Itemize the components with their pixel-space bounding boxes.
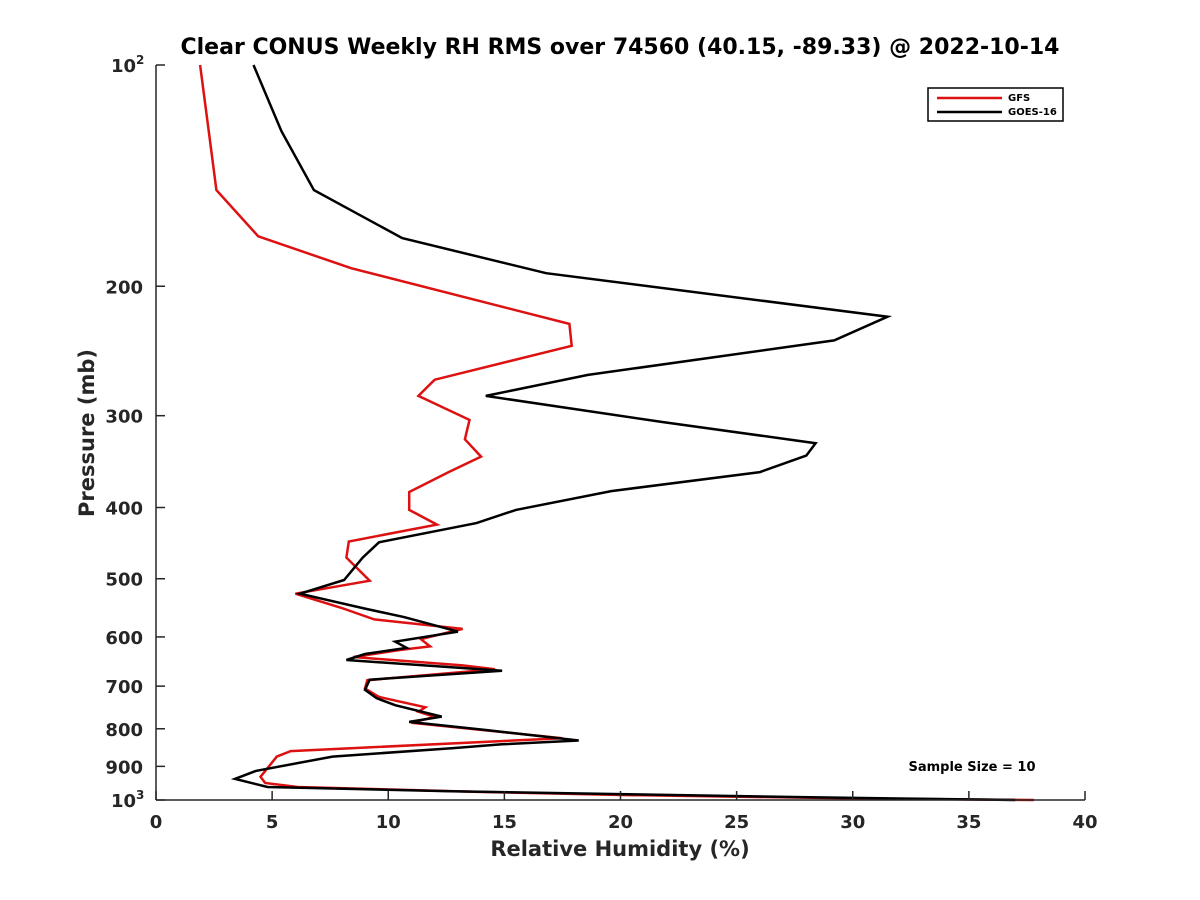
y-tick-label: 600 <box>105 628 143 649</box>
x-tick-label: 5 <box>266 812 279 833</box>
x-tick-label: 25 <box>724 812 749 833</box>
y-tick-label-exponent: 3 <box>136 788 144 802</box>
x-tick-label: 40 <box>1072 812 1097 833</box>
legend-box <box>927 87 1064 122</box>
y-tick-label-exponent: 2 <box>136 53 144 67</box>
x-axis-label: Relative Humidity (%) <box>490 837 749 861</box>
legend-label-goes16: GOES-16 <box>1008 107 1057 118</box>
y-tick-label: 700 <box>105 677 143 698</box>
series-layer <box>198 64 1034 802</box>
sample-size-annotation: Sample Size = 10 <box>908 760 1035 775</box>
y-tick-label: 400 <box>105 499 143 520</box>
x-tick-label: 10 <box>376 812 401 833</box>
y-tick-label: 800 <box>105 720 143 741</box>
y-tick-label: 500 <box>105 570 143 591</box>
y-tick-label: 900 <box>105 757 143 778</box>
y-tick-label: 300 <box>105 407 143 428</box>
y-tick-label: 10 <box>111 56 136 77</box>
chart-title: Clear CONUS Weekly RH RMS over 74560 (40… <box>181 35 1060 60</box>
series-line-goes16 <box>230 64 1016 802</box>
x-tick-label: 30 <box>840 812 865 833</box>
y-axis-label: Pressure (mb) <box>75 349 99 517</box>
x-tick-label: 20 <box>608 812 633 833</box>
legend: GFS GOES-16 <box>927 87 1064 122</box>
x-tick-label: 0 <box>150 812 163 833</box>
y-tick-label: 200 <box>105 277 143 298</box>
x-tick-label: 35 <box>956 812 981 833</box>
legend-label-gfs: GFS <box>1008 93 1030 104</box>
x-tick-label: 15 <box>492 812 517 833</box>
y-tick-label: 10 <box>111 791 136 812</box>
